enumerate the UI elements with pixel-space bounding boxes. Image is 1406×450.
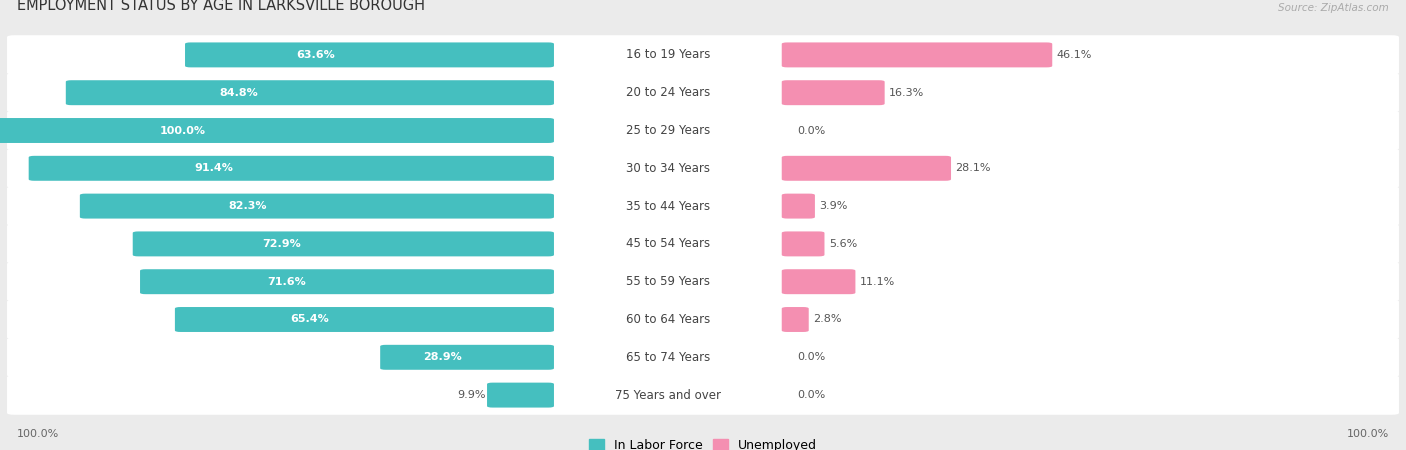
- Text: 9.9%: 9.9%: [457, 390, 485, 400]
- Text: 82.3%: 82.3%: [228, 201, 267, 211]
- FancyBboxPatch shape: [174, 307, 554, 332]
- Text: 25 to 29 Years: 25 to 29 Years: [626, 124, 710, 137]
- Text: 65.4%: 65.4%: [290, 315, 329, 324]
- Text: 60 to 64 Years: 60 to 64 Years: [626, 313, 710, 326]
- Text: 91.4%: 91.4%: [195, 163, 233, 173]
- Text: 46.1%: 46.1%: [1056, 50, 1092, 60]
- Text: 65 to 74 Years: 65 to 74 Years: [626, 351, 710, 364]
- FancyBboxPatch shape: [28, 156, 554, 181]
- Text: 28.1%: 28.1%: [955, 163, 991, 173]
- FancyBboxPatch shape: [7, 300, 1399, 339]
- Text: 100.0%: 100.0%: [1347, 429, 1389, 439]
- Text: 45 to 54 Years: 45 to 54 Years: [626, 238, 710, 250]
- FancyBboxPatch shape: [380, 345, 554, 370]
- FancyBboxPatch shape: [782, 42, 1052, 68]
- Text: 55 to 59 Years: 55 to 59 Years: [626, 275, 710, 288]
- FancyBboxPatch shape: [782, 194, 815, 219]
- FancyBboxPatch shape: [7, 73, 1399, 112]
- Text: 100.0%: 100.0%: [160, 126, 205, 135]
- FancyBboxPatch shape: [782, 269, 855, 294]
- Text: 3.9%: 3.9%: [820, 201, 848, 211]
- FancyBboxPatch shape: [186, 42, 554, 68]
- FancyBboxPatch shape: [7, 224, 1399, 264]
- Text: 63.6%: 63.6%: [297, 50, 335, 60]
- Text: EMPLOYMENT STATUS BY AGE IN LARKSVILLE BOROUGH: EMPLOYMENT STATUS BY AGE IN LARKSVILLE B…: [17, 0, 425, 14]
- FancyBboxPatch shape: [782, 80, 884, 105]
- FancyBboxPatch shape: [7, 338, 1399, 377]
- Text: 35 to 44 Years: 35 to 44 Years: [626, 200, 710, 212]
- FancyBboxPatch shape: [132, 231, 554, 256]
- FancyBboxPatch shape: [486, 382, 554, 408]
- Text: 100.0%: 100.0%: [17, 429, 59, 439]
- Text: 71.6%: 71.6%: [267, 277, 307, 287]
- FancyBboxPatch shape: [782, 231, 824, 256]
- Text: 72.9%: 72.9%: [263, 239, 301, 249]
- Text: 28.9%: 28.9%: [423, 352, 463, 362]
- FancyBboxPatch shape: [782, 307, 808, 332]
- Text: 0.0%: 0.0%: [797, 352, 825, 362]
- FancyBboxPatch shape: [7, 262, 1399, 302]
- Text: Source: ZipAtlas.com: Source: ZipAtlas.com: [1278, 3, 1389, 14]
- Text: 11.1%: 11.1%: [859, 277, 894, 287]
- FancyBboxPatch shape: [782, 156, 950, 181]
- FancyBboxPatch shape: [7, 375, 1399, 415]
- Text: 75 Years and over: 75 Years and over: [614, 389, 721, 401]
- Text: 0.0%: 0.0%: [797, 126, 825, 135]
- FancyBboxPatch shape: [141, 269, 554, 294]
- Text: 30 to 34 Years: 30 to 34 Years: [626, 162, 710, 175]
- FancyBboxPatch shape: [7, 35, 1399, 75]
- Text: 0.0%: 0.0%: [797, 390, 825, 400]
- FancyBboxPatch shape: [80, 194, 554, 219]
- Text: 84.8%: 84.8%: [219, 88, 257, 98]
- Text: 2.8%: 2.8%: [813, 315, 841, 324]
- Legend: In Labor Force, Unemployed: In Labor Force, Unemployed: [583, 434, 823, 450]
- Text: 5.6%: 5.6%: [828, 239, 856, 249]
- Text: 20 to 24 Years: 20 to 24 Years: [626, 86, 710, 99]
- Text: 16 to 19 Years: 16 to 19 Years: [626, 49, 710, 61]
- FancyBboxPatch shape: [7, 186, 1399, 226]
- FancyBboxPatch shape: [66, 80, 554, 105]
- FancyBboxPatch shape: [0, 118, 554, 143]
- Text: 16.3%: 16.3%: [889, 88, 924, 98]
- FancyBboxPatch shape: [7, 111, 1399, 150]
- FancyBboxPatch shape: [7, 148, 1399, 188]
